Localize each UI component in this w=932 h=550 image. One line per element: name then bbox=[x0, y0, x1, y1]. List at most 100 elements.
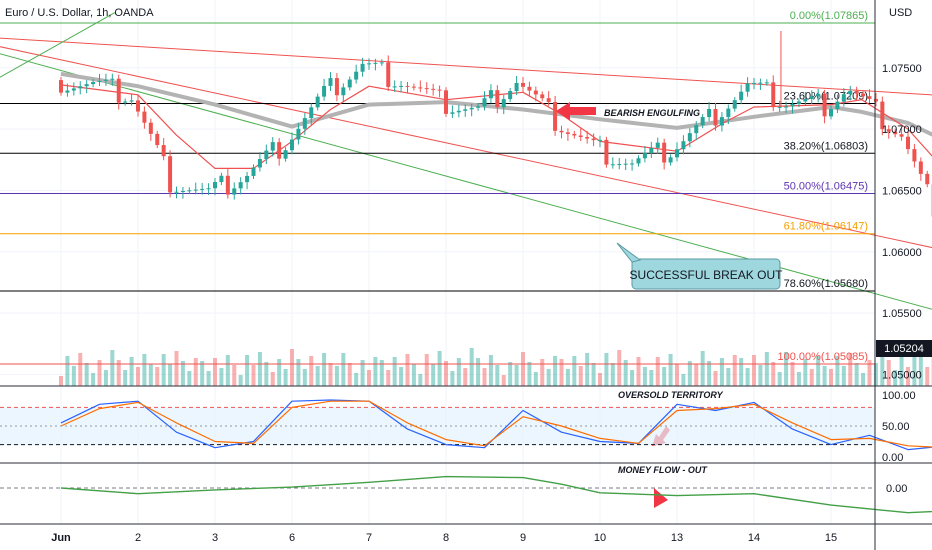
candle bbox=[668, 154, 673, 166]
volume-bar bbox=[700, 351, 705, 386]
candle bbox=[482, 91, 487, 111]
candle-body bbox=[533, 90, 538, 95]
volume-bar bbox=[110, 350, 115, 386]
candle bbox=[553, 95, 558, 136]
volume-bar bbox=[379, 360, 384, 386]
volume-bar bbox=[867, 360, 872, 386]
volume-bar bbox=[784, 352, 789, 386]
candle-body bbox=[668, 157, 673, 163]
candle-body bbox=[476, 106, 481, 108]
candle-body bbox=[341, 87, 346, 96]
volume-bar bbox=[719, 358, 724, 386]
candle-body bbox=[71, 88, 76, 91]
fib-level-label: 0.00%(1.07865) bbox=[790, 10, 868, 22]
candle bbox=[918, 157, 923, 181]
money-flow-pane bbox=[0, 475, 932, 514]
candle bbox=[418, 80, 423, 93]
volume-bar bbox=[675, 364, 679, 386]
candle-body bbox=[379, 62, 384, 64]
candle-body bbox=[764, 82, 769, 84]
candle-body bbox=[777, 106, 782, 108]
moving-average-fast bbox=[60, 84, 932, 169]
stochastic-lines bbox=[0, 399, 932, 451]
candle-body bbox=[386, 62, 391, 87]
volume-bar bbox=[617, 350, 622, 386]
moneyflow-arrow-icon bbox=[654, 488, 668, 508]
candle-body bbox=[790, 103, 795, 107]
candle bbox=[399, 80, 404, 93]
candle-body bbox=[309, 107, 314, 119]
candle-body bbox=[623, 163, 628, 165]
candle bbox=[411, 83, 416, 91]
volume-bar bbox=[219, 368, 224, 386]
candle-body bbox=[168, 156, 173, 193]
candle bbox=[540, 91, 545, 102]
candle-body bbox=[681, 141, 686, 150]
candle-body bbox=[918, 161, 923, 174]
volume-bar bbox=[469, 348, 474, 386]
candle bbox=[232, 182, 237, 200]
volume-bar bbox=[367, 370, 371, 386]
candle-body bbox=[854, 90, 859, 94]
candle bbox=[514, 75, 519, 96]
candle-body bbox=[546, 98, 551, 102]
candle-body bbox=[315, 96, 320, 108]
candle-body bbox=[193, 189, 198, 191]
volume-bar bbox=[809, 369, 814, 386]
candle-body bbox=[726, 108, 731, 118]
volume-bar bbox=[681, 374, 686, 386]
candle bbox=[719, 112, 724, 132]
volume-bar bbox=[437, 351, 442, 386]
last-price-badge-bg bbox=[876, 340, 932, 357]
candle bbox=[675, 142, 679, 162]
volume-bar bbox=[168, 364, 173, 386]
candle bbox=[758, 78, 763, 90]
candle-body bbox=[373, 62, 378, 64]
price-axis[interactable]: 1.07500 1.07000 1.06500 1.06000 1.05500 1.050… bbox=[882, 63, 922, 495]
candle-body bbox=[591, 138, 596, 141]
candle-body bbox=[142, 111, 147, 123]
candle bbox=[803, 91, 808, 106]
candle bbox=[777, 100, 782, 113]
volume-bar bbox=[136, 367, 140, 386]
bearish-engulfing-label: BEARISH ENGULFING bbox=[604, 108, 700, 118]
candle-body bbox=[251, 167, 256, 176]
volume-bar bbox=[630, 370, 635, 386]
fib-level-label: 38.20%(1.06803) bbox=[784, 140, 868, 152]
volume-bar bbox=[399, 367, 404, 386]
candle-body bbox=[65, 90, 70, 93]
candle bbox=[91, 78, 96, 88]
candle bbox=[424, 82, 429, 94]
candle-body bbox=[739, 91, 744, 101]
money-flow-line bbox=[0, 475, 932, 514]
candle bbox=[848, 85, 853, 101]
candle-body bbox=[925, 173, 930, 185]
candle bbox=[59, 76, 63, 96]
candle bbox=[136, 94, 140, 117]
volume-bar bbox=[642, 367, 647, 386]
volume-bar bbox=[649, 370, 654, 386]
volume-bar bbox=[713, 371, 718, 386]
fib-level-label: 78.60%(1.05680) bbox=[784, 278, 868, 290]
candle bbox=[771, 75, 776, 112]
volume-bar bbox=[623, 360, 628, 386]
volume-bar bbox=[444, 361, 448, 386]
price-pane: 0.00%(1.07865)23.60%(1.07209)38.20%(1.06… bbox=[0, 0, 932, 524]
volume-bar bbox=[758, 365, 763, 386]
fib-level-label: 50.00%(1.06475) bbox=[784, 181, 868, 193]
candle-body bbox=[598, 139, 602, 141]
volume-bar bbox=[835, 356, 840, 386]
volume-bar bbox=[148, 364, 153, 386]
candle bbox=[456, 104, 461, 118]
candle bbox=[142, 106, 147, 129]
candle bbox=[405, 81, 410, 94]
time-axis[interactable]: Jun 2 3 6 7 8 9 10 13 14 15 bbox=[51, 532, 837, 544]
candle-body bbox=[732, 100, 737, 109]
volume-bar bbox=[565, 369, 570, 386]
volume-bar bbox=[912, 354, 917, 386]
candle bbox=[713, 102, 718, 131]
volume-bar bbox=[290, 349, 294, 386]
candle bbox=[623, 158, 628, 171]
candle bbox=[508, 87, 513, 103]
